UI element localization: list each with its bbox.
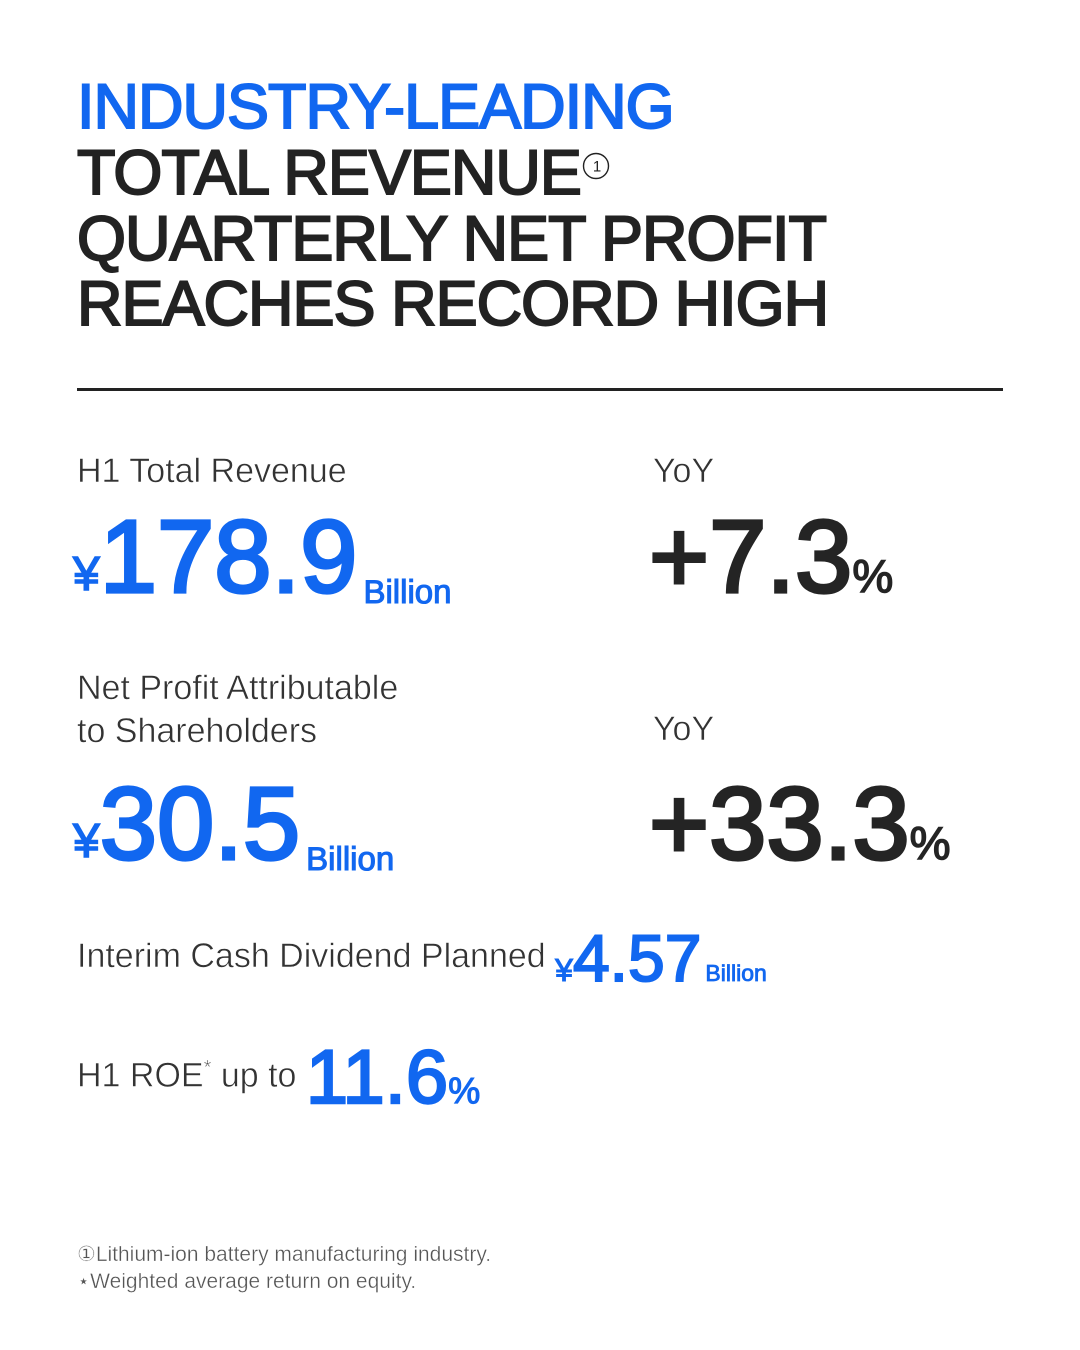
svg-text:1: 1 bbox=[593, 158, 601, 175]
